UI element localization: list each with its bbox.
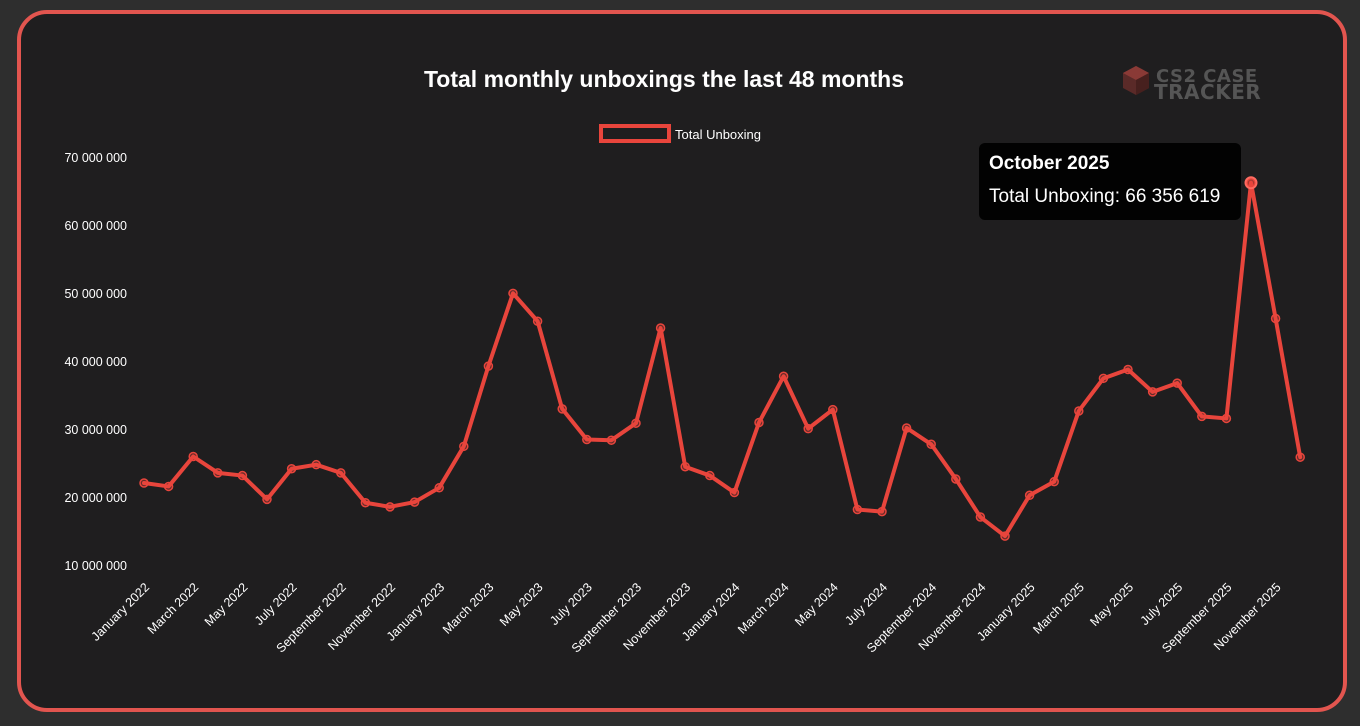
legend[interactable]: Total Unboxing bbox=[599, 124, 761, 143]
brand-line2: TRACKER bbox=[1154, 80, 1261, 104]
data-point[interactable] bbox=[901, 423, 912, 433]
plot-area bbox=[139, 176, 1305, 541]
tooltip-title: October 2025 bbox=[989, 153, 1110, 174]
data-point[interactable] bbox=[409, 497, 420, 507]
legend-swatch bbox=[599, 124, 671, 143]
x-tick-label: March 2025 bbox=[1030, 580, 1087, 637]
series-line bbox=[142, 180, 1303, 539]
data-point[interactable] bbox=[655, 323, 666, 333]
data-point[interactable] bbox=[631, 418, 641, 428]
data-point[interactable] bbox=[385, 502, 395, 512]
highlighted-point[interactable] bbox=[1244, 176, 1258, 190]
tooltip-value: Total Unboxing: 66 356 619 bbox=[989, 186, 1220, 207]
data-point[interactable] bbox=[828, 404, 838, 415]
tooltip-box bbox=[979, 143, 1241, 220]
data-point[interactable] bbox=[336, 468, 346, 478]
data-point[interactable] bbox=[680, 461, 690, 472]
x-tick-label: May 2024 bbox=[792, 580, 841, 629]
data-point[interactable] bbox=[237, 470, 248, 481]
data-point[interactable] bbox=[778, 371, 789, 382]
y-tick-label: 60 000 000 bbox=[64, 219, 127, 233]
box-icon bbox=[1123, 66, 1149, 95]
data-point[interactable] bbox=[311, 459, 321, 470]
data-point[interactable] bbox=[877, 506, 887, 517]
data-point[interactable] bbox=[286, 464, 297, 474]
data-point[interactable] bbox=[852, 504, 863, 515]
data-point[interactable] bbox=[508, 288, 518, 299]
data-point[interactable] bbox=[459, 441, 469, 452]
data-point[interactable] bbox=[754, 417, 764, 428]
x-tick-label: July 2022 bbox=[252, 580, 300, 628]
data-point[interactable] bbox=[1270, 313, 1281, 324]
x-tick-label: May 2022 bbox=[202, 580, 251, 629]
data-point[interactable] bbox=[803, 423, 813, 434]
data-point[interactable] bbox=[188, 451, 198, 462]
brand-logo: CS2 CASE TRACKER bbox=[1123, 66, 1261, 104]
legend-label: Total Unboxing bbox=[675, 127, 761, 142]
data-point[interactable] bbox=[483, 361, 494, 371]
data-point[interactable] bbox=[532, 316, 543, 326]
data-point[interactable] bbox=[729, 487, 740, 498]
y-tick-label: 10 000 000 bbox=[64, 559, 127, 573]
data-point[interactable] bbox=[213, 468, 223, 478]
data-point[interactable] bbox=[1172, 378, 1182, 388]
chart-card: Total monthly unboxings the last 48 mont… bbox=[17, 10, 1347, 712]
y-tick-label: 50 000 000 bbox=[64, 287, 127, 301]
data-point[interactable] bbox=[1024, 490, 1035, 501]
data-point[interactable] bbox=[1000, 531, 1010, 541]
data-point[interactable] bbox=[1147, 387, 1158, 397]
data-point[interactable] bbox=[1123, 364, 1133, 375]
chart-title: Total monthly unboxings the last 48 mont… bbox=[424, 66, 904, 92]
data-point[interactable] bbox=[360, 498, 371, 508]
x-tick-label: March 2022 bbox=[145, 580, 202, 637]
data-point[interactable] bbox=[163, 481, 174, 492]
y-tick-label: 30 000 000 bbox=[64, 423, 127, 437]
data-point[interactable] bbox=[557, 404, 567, 414]
data-point[interactable] bbox=[582, 434, 592, 445]
data-point[interactable] bbox=[1197, 411, 1207, 422]
data-point[interactable] bbox=[975, 512, 986, 522]
line-chart: Total monthly unboxings the last 48 mont… bbox=[64, 66, 1305, 655]
data-point[interactable] bbox=[1221, 413, 1232, 424]
y-tick-label: 70 000 000 bbox=[64, 151, 127, 165]
data-point[interactable] bbox=[1074, 406, 1084, 416]
data-point[interactable] bbox=[951, 474, 961, 484]
x-tick-label: July 2023 bbox=[547, 580, 595, 628]
brand-line1: CS2 CASE bbox=[1156, 66, 1258, 87]
x-tick-label: May 2023 bbox=[497, 580, 546, 629]
x-tick-label: March 2023 bbox=[440, 580, 497, 637]
x-tick-label: March 2024 bbox=[735, 580, 792, 637]
y-tick-label: 40 000 000 bbox=[64, 355, 127, 369]
tooltip: October 2025 Total Unboxing: 66 356 619 bbox=[979, 143, 1241, 220]
data-point[interactable] bbox=[606, 435, 617, 445]
x-tick-label: May 2025 bbox=[1087, 580, 1136, 629]
x-tick-label: July 2024 bbox=[842, 580, 890, 628]
data-point[interactable] bbox=[1295, 452, 1305, 462]
x-tick-label: July 2025 bbox=[1138, 580, 1186, 628]
y-axis: 10 000 000 20 000 000 30 000 000 40 000 000… bbox=[64, 151, 127, 573]
data-point[interactable] bbox=[139, 478, 149, 488]
y-tick-label: 20 000 000 bbox=[64, 491, 127, 505]
data-point[interactable] bbox=[705, 470, 715, 481]
data-point[interactable] bbox=[434, 483, 444, 493]
data-point[interactable] bbox=[926, 439, 936, 450]
data-point[interactable] bbox=[1098, 373, 1109, 384]
data-point[interactable] bbox=[1049, 476, 1059, 487]
data-point[interactable] bbox=[262, 494, 272, 505]
x-tick-label: January 2022 bbox=[89, 580, 152, 643]
